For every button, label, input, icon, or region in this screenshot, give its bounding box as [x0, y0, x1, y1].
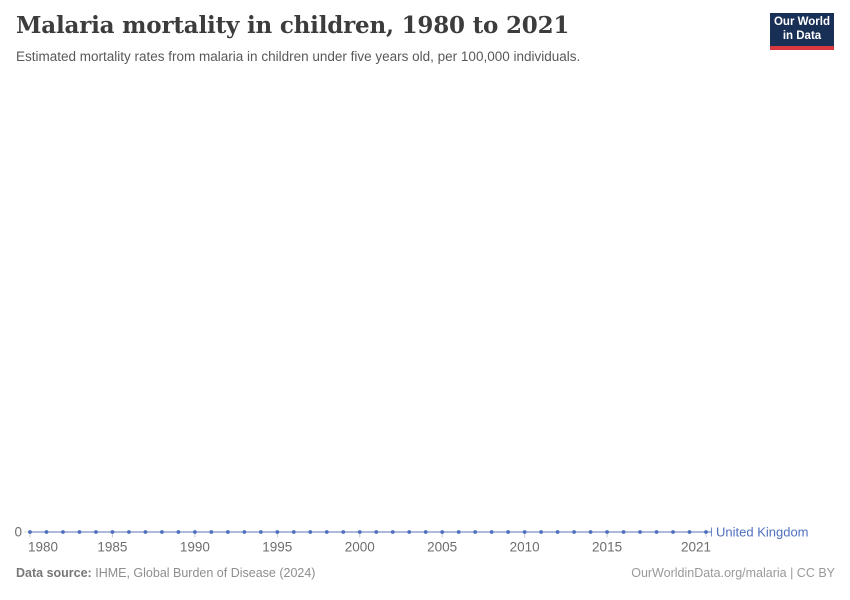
chart-footer: Data source: IHME, Global Burden of Dise… [16, 566, 835, 580]
owid-logo-line1: Our World [773, 15, 830, 28]
x-axis-tick-label: 2000 [345, 540, 375, 555]
page-subtitle: Estimated mortality rates from malaria i… [16, 49, 581, 64]
data-point-marker[interactable] [242, 530, 247, 534]
x-axis-tick-label: 1980 [28, 540, 58, 555]
data-point-marker[interactable] [522, 530, 527, 534]
x-axis-tick-label: 2005 [427, 540, 457, 555]
data-point-marker[interactable] [440, 530, 445, 534]
data-point-marker[interactable] [704, 530, 708, 534]
data-point-marker[interactable] [324, 530, 329, 534]
data-point-marker[interactable] [407, 530, 412, 534]
data-point-marker[interactable] [258, 530, 263, 534]
data-point-marker[interactable] [127, 530, 131, 534]
x-axis-tick-label: 2010 [510, 540, 540, 555]
data-point-marker[interactable] [209, 530, 214, 534]
x-axis-tick-label: 2015 [592, 540, 622, 555]
data-point-marker[interactable] [110, 530, 115, 534]
data-point-marker[interactable] [291, 530, 296, 534]
series-label-united-kingdom[interactable]: United Kingdom [716, 525, 809, 540]
data-point-marker[interactable] [621, 530, 626, 534]
data-point-marker[interactable] [308, 530, 313, 534]
data-point-marker[interactable] [341, 530, 346, 534]
data-point-marker[interactable] [489, 530, 494, 534]
data-source-note: Data source: IHME, Global Burden of Dise… [16, 566, 315, 580]
owid-url-license-link[interactable]: OurWorldinData.org/malaria | CC BY [631, 566, 835, 580]
data-point-marker[interactable] [605, 530, 609, 534]
data-point-marker[interactable] [687, 530, 692, 534]
page-title: Malaria mortality in children, 1980 to 2… [16, 12, 570, 39]
data-point-marker[interactable] [275, 530, 280, 534]
data-point-marker[interactable] [638, 530, 642, 534]
chart-header: Malaria mortality in children, 1980 to 2… [16, 12, 750, 66]
data-point-marker[interactable] [456, 530, 461, 534]
data-point-marker[interactable] [28, 530, 32, 534]
owid-logo-line2: in Data [782, 29, 822, 42]
data-source-text: IHME, Global Burden of Disease (2024) [95, 566, 316, 580]
data-point-marker[interactable] [555, 530, 560, 534]
data-point-marker[interactable] [61, 530, 65, 534]
data-point-marker[interactable] [588, 530, 593, 534]
data-point-marker[interactable] [572, 530, 576, 534]
x-axis-tick-label: 1990 [180, 540, 210, 555]
data-point-marker[interactable] [423, 530, 428, 534]
data-source-label: Data source: [16, 566, 92, 580]
x-axis-tick-label: 2021 [681, 540, 711, 555]
data-point-marker[interactable] [44, 530, 49, 534]
y-axis-zero-label: 0 [14, 525, 22, 540]
data-point-marker[interactable] [192, 530, 197, 534]
data-point-marker[interactable] [77, 530, 82, 534]
data-point-marker[interactable] [654, 530, 659, 534]
data-point-marker[interactable] [374, 530, 379, 534]
x-axis-tick-label: 1995 [262, 540, 292, 555]
data-point-marker[interactable] [357, 530, 362, 534]
data-point-marker[interactable] [473, 530, 478, 534]
data-point-marker[interactable] [225, 530, 230, 534]
data-point-marker[interactable] [390, 530, 395, 534]
data-point-marker[interactable] [160, 530, 164, 534]
data-point-marker[interactable] [506, 530, 511, 534]
data-point-marker[interactable] [176, 530, 181, 534]
x-axis-tick-label: 1985 [97, 540, 127, 555]
line-series[interactable]: 1980 1985 1990 1995 2000 2005 2010 2015 2021 [24, 527, 712, 555]
data-point-marker[interactable] [94, 530, 98, 534]
data-point-marker[interactable] [539, 530, 544, 534]
data-point-marker[interactable] [143, 530, 148, 534]
owid-logo[interactable]: Our World in Data [770, 13, 834, 50]
data-point-marker[interactable] [671, 530, 675, 534]
